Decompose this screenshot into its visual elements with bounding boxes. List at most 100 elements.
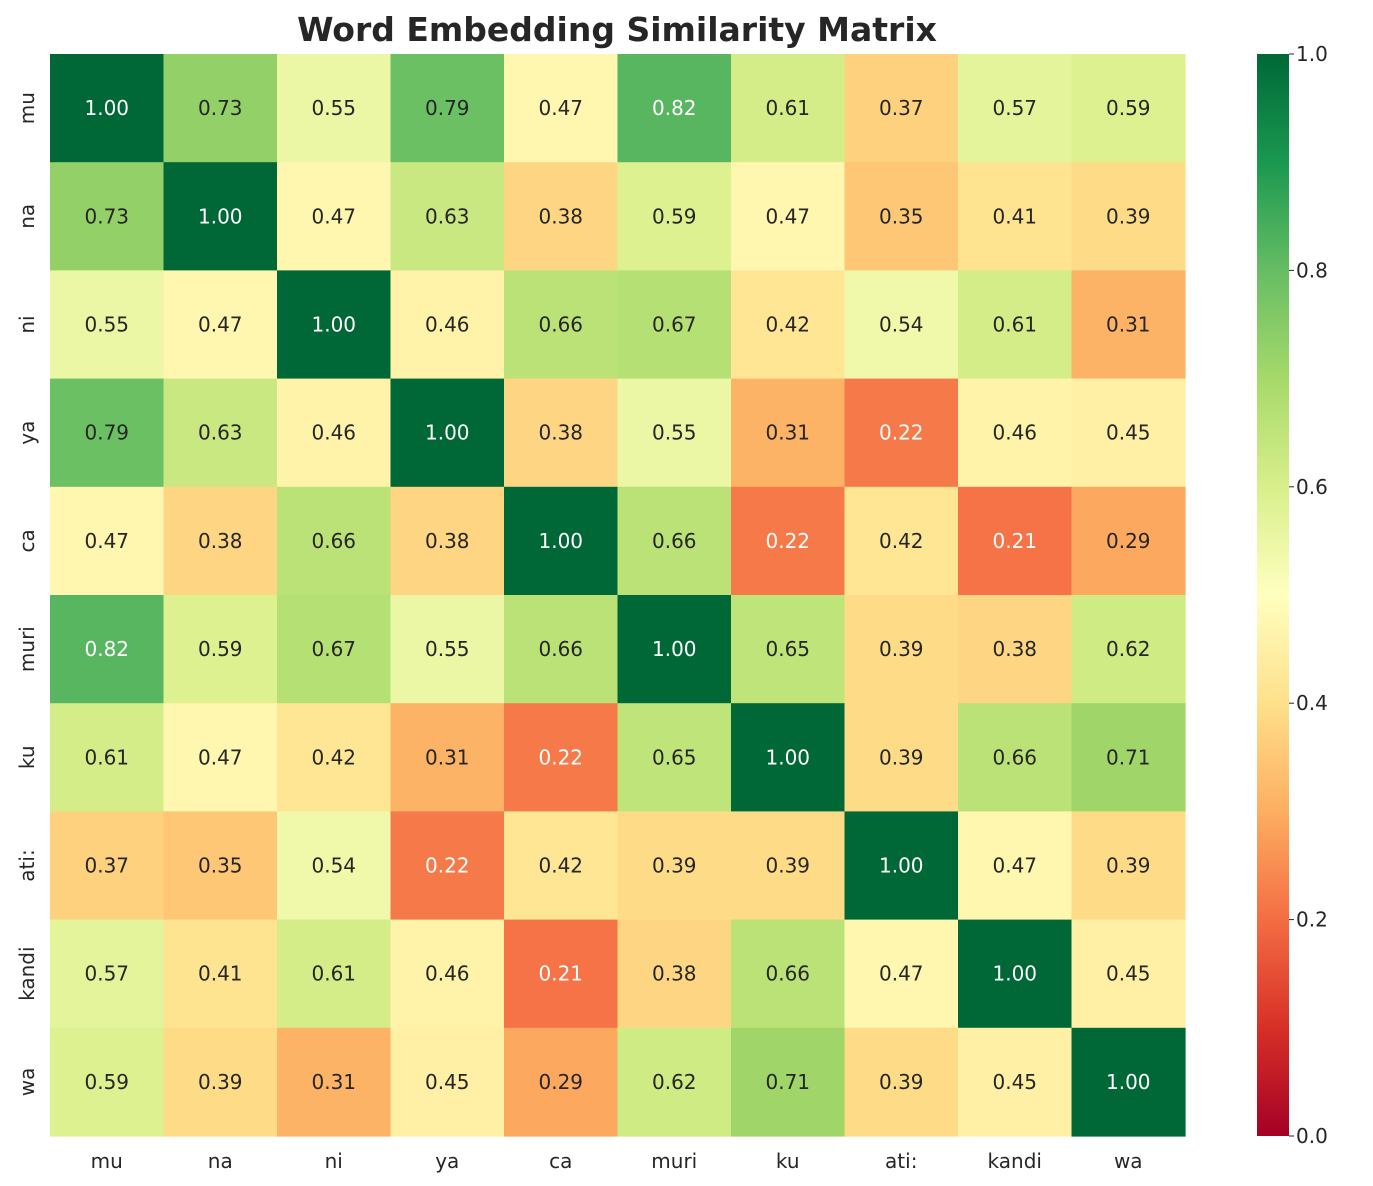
heatmap-cell: [163, 162, 278, 271]
heatmap-cell: [1071, 703, 1186, 812]
heatmap-cell: [504, 595, 619, 704]
cell-value-label: 0.54: [879, 313, 924, 337]
heatmap-cell: [617, 811, 732, 921]
cell-value-label: 0.38: [652, 962, 697, 986]
heatmap-cell: [731, 1027, 846, 1137]
heatmap-cell: [617, 595, 732, 704]
x-tick-label: ya: [435, 1149, 459, 1173]
heatmap-cell: [277, 378, 392, 488]
colorbar-tick-label: 0.4: [1296, 691, 1328, 715]
heatmap-cell: [390, 811, 505, 921]
cell-value-label: 0.45: [992, 1070, 1037, 1094]
heatmap-cell: [50, 811, 165, 921]
heatmap-cell: [390, 162, 505, 271]
cell-value-label: 0.31: [425, 745, 470, 769]
heatmap-cell: [163, 1027, 278, 1137]
cell-value-label: 0.38: [992, 637, 1037, 661]
cell-value-label: 0.66: [765, 962, 810, 986]
heatmap-cell: [50, 378, 165, 488]
cell-value-label: 0.55: [425, 637, 470, 661]
cell-value-label: 0.59: [84, 1070, 129, 1094]
x-axis-tick-labels: mu na ni ya ca muri ku ati: kandi wa: [91, 1149, 1143, 1173]
cell-value-label: 0.22: [879, 421, 924, 445]
cell-value-label: 0.57: [992, 96, 1037, 120]
cell-value-label: 0.73: [84, 204, 129, 228]
heatmap-cell: [844, 595, 959, 704]
heatmap-cell: [50, 486, 165, 596]
heatmap-cells: 1.00 0.73 0.55 0.79 0.47 0.82 0.61 0.37 0.57 0.59…: [50, 54, 1186, 1137]
cell-value-label: 0.59: [198, 637, 243, 661]
chart-title: Word Embedding Similarity Matrix: [297, 10, 937, 49]
y-tick-label: kandi: [15, 946, 39, 1000]
cell-value-label: 0.65: [765, 637, 810, 661]
y-tick-label: ati:: [15, 849, 39, 881]
heatmap-cell: [277, 919, 392, 1029]
cell-value-label: 0.54: [311, 854, 356, 878]
x-tick-label: ku: [776, 1149, 800, 1173]
cell-value-label: 0.55: [84, 313, 129, 337]
cell-value-label: 0.42: [538, 854, 583, 878]
x-tick-label: kandi: [988, 1149, 1042, 1173]
heatmap-cell: [617, 54, 732, 163]
cell-value-label: 0.71: [765, 1070, 810, 1094]
heatmap-cell: [731, 54, 846, 163]
cell-value-label: 0.62: [652, 1070, 697, 1094]
heatmap-cell: [163, 54, 278, 163]
cell-value-label: 0.47: [84, 529, 129, 553]
cell-value-label: 0.39: [879, 1070, 924, 1094]
heatmap-cell: [504, 54, 619, 163]
heatmap-cell: [958, 270, 1073, 380]
cell-value-label: 1.00: [652, 637, 697, 661]
heatmap-cell: [958, 378, 1073, 488]
x-tick-label: ati:: [885, 1149, 917, 1173]
heatmap-cell: [731, 486, 846, 596]
heatmap-cell: [163, 703, 278, 812]
cell-value-label: 1.00: [425, 421, 470, 445]
cell-value-label: 0.59: [1106, 96, 1151, 120]
heatmap-cell: [844, 1027, 959, 1137]
heatmap-cell: [390, 595, 505, 704]
cell-value-label: 0.66: [538, 637, 583, 661]
colorbar-gradient: [1257, 54, 1289, 1136]
heatmap-cell: [731, 919, 846, 1029]
cell-value-label: 0.47: [538, 96, 583, 120]
cell-value-label: 0.66: [538, 313, 583, 337]
heatmap-cell: [1071, 270, 1186, 380]
colorbar-tick-label: 0.8: [1296, 258, 1328, 282]
cell-value-label: 0.39: [1106, 854, 1151, 878]
heatmap-cell: [277, 54, 392, 163]
heatmap-cell: [1071, 1027, 1186, 1137]
cell-value-label: 0.37: [879, 96, 924, 120]
heatmap-cell: [504, 486, 619, 596]
heatmap-cell: [50, 162, 165, 271]
heatmap-cell: [277, 162, 392, 271]
cell-value-label: 0.42: [311, 745, 356, 769]
cell-value-label: 0.47: [879, 962, 924, 986]
heatmap-cell: [163, 595, 278, 704]
cell-value-label: 0.55: [311, 96, 356, 120]
cell-value-label: 0.38: [538, 204, 583, 228]
cell-value-label: 0.31: [311, 1070, 356, 1094]
cell-value-label: 0.41: [992, 204, 1037, 228]
cell-value-label: 0.47: [198, 745, 243, 769]
heatmap-cell: [163, 919, 278, 1029]
heatmap-cell: [617, 162, 732, 271]
heatmap-cell: [844, 919, 959, 1029]
cell-value-label: 0.38: [538, 421, 583, 445]
heatmap-cell: [844, 378, 959, 488]
heatmap-cell: [844, 270, 959, 380]
cell-value-label: 1.00: [879, 854, 924, 878]
heatmap-cell: [277, 1027, 392, 1137]
cell-value-label: 1.00: [765, 745, 810, 769]
x-tick-label: mu: [91, 1149, 123, 1173]
heatmap-cell: [617, 1027, 732, 1137]
y-axis-tick-labels: mu na ni ya ca muri ku ati: kandi wa: [15, 92, 39, 1096]
cell-value-label: 0.29: [1106, 529, 1151, 553]
cell-value-label: 0.45: [1106, 962, 1151, 986]
heatmap-cell: [390, 919, 505, 1029]
cell-value-label: 0.35: [879, 204, 924, 228]
cell-value-label: 0.61: [311, 962, 356, 986]
cell-value-label: 0.71: [1106, 745, 1151, 769]
